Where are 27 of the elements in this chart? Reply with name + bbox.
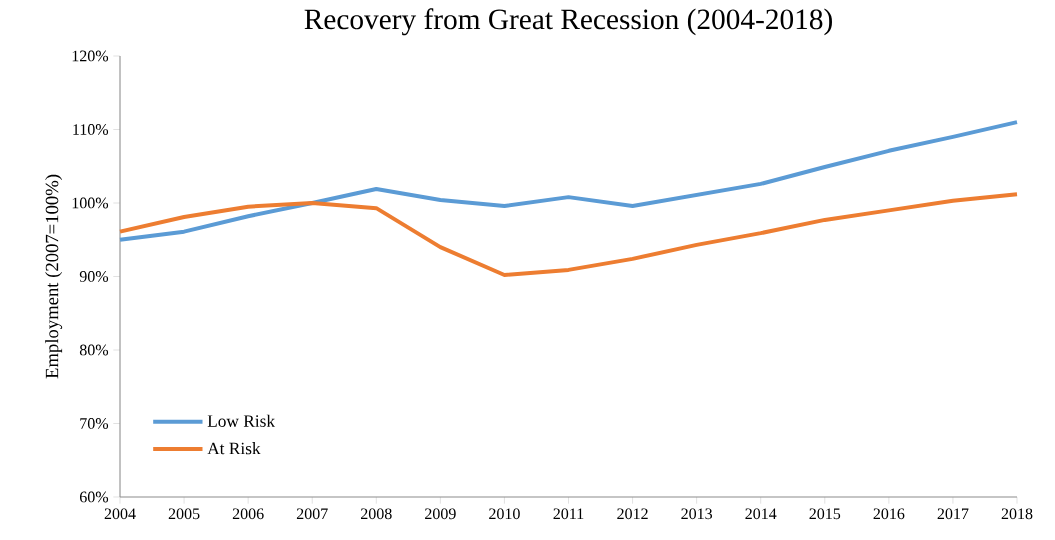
legend-label: Low Risk <box>207 414 276 427</box>
legend-label: At Risk <box>207 442 261 455</box>
y-tick-label: 60% <box>79 491 109 503</box>
y-tick-label: 90% <box>79 271 109 282</box>
x-tick-label: 2013 <box>681 508 713 520</box>
x-tick-label: 2016 <box>873 508 905 520</box>
x-tick-label: 2017 <box>937 508 969 520</box>
y-tick-label: 100% <box>72 197 109 209</box>
x-tick-label: 2004 <box>104 508 136 520</box>
x-tick-label: 2012 <box>617 508 648 520</box>
line-series <box>118 192 1020 278</box>
x-tick-label: 2008 <box>361 508 392 520</box>
x-tick-label: 2018 <box>1001 508 1033 520</box>
y-axis-title: Employment (2007=100%) <box>45 174 63 379</box>
x-tick-label: 2015 <box>809 508 841 520</box>
x-tick-label: 2005 <box>168 508 200 520</box>
x-tick-label: 2007 <box>296 508 328 520</box>
y-tick-label: 80% <box>79 344 109 356</box>
chart-title: Recovery from Great Recession (2004-2018) <box>304 8 832 36</box>
x-tick-label: 2011 <box>553 508 584 520</box>
y-tick-label: 120% <box>72 50 109 62</box>
x-tick-label: 2010 <box>489 508 520 520</box>
y-tick-label: 110% <box>73 124 109 135</box>
y-tick-label: 70% <box>80 418 109 429</box>
x-tick-label: 2006 <box>232 508 264 520</box>
x-tick-label: 2014 <box>745 508 777 520</box>
x-tick-label: 2009 <box>425 508 456 520</box>
